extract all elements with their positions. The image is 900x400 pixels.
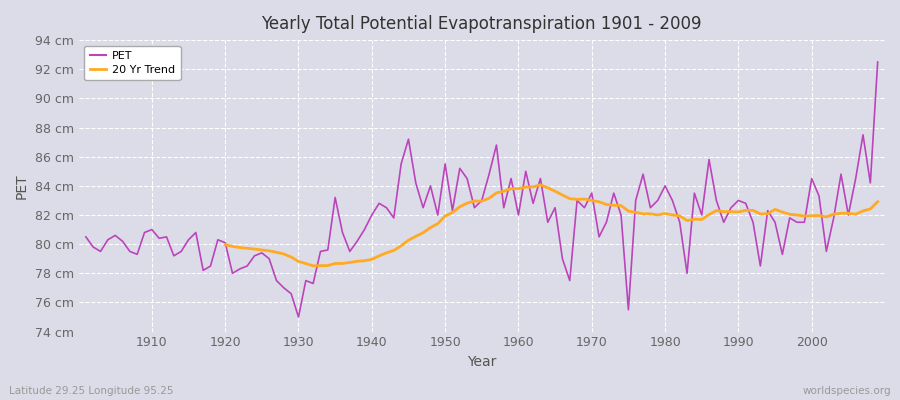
Text: worldspecies.org: worldspecies.org <box>803 386 891 396</box>
Y-axis label: PET: PET <box>15 173 29 199</box>
X-axis label: Year: Year <box>467 355 497 369</box>
Title: Yearly Total Potential Evapotranspiration 1901 - 2009: Yearly Total Potential Evapotranspiratio… <box>262 15 702 33</box>
Legend: PET, 20 Yr Trend: PET, 20 Yr Trend <box>84 46 181 80</box>
Text: Latitude 29.25 Longitude 95.25: Latitude 29.25 Longitude 95.25 <box>9 386 174 396</box>
